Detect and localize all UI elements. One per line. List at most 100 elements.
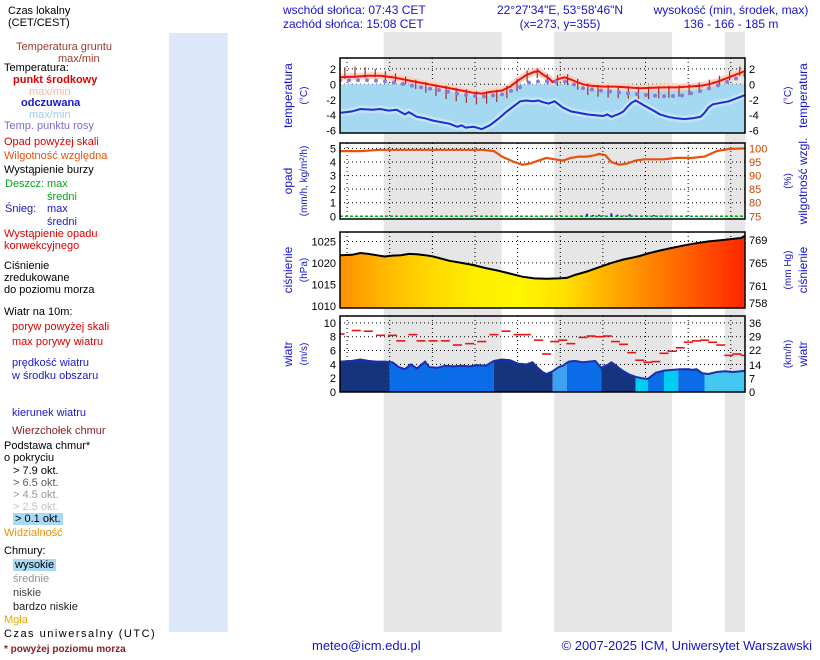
svg-text:ciśnienie: ciśnienie	[281, 246, 295, 293]
svg-text:36: 36	[749, 318, 761, 330]
svg-text:wilgotność wzgl.: wilgotność wzgl.	[796, 138, 810, 226]
svg-text:-6: -6	[326, 126, 336, 138]
svg-text:ciśnienie: ciśnienie	[796, 246, 810, 293]
svg-text:29: 29	[749, 331, 761, 343]
svg-text:4: 4	[330, 157, 336, 169]
legend-wind-direction: kierunek wiatru	[12, 407, 86, 419]
copyright: © 2007-2025 ICM, Uniwersytet Warszawski	[561, 638, 812, 653]
svg-text:-6: -6	[749, 126, 759, 138]
svg-text:2: 2	[330, 64, 336, 76]
legend-okta-25: > 2.5 okt.	[13, 501, 59, 513]
legend-clouds-verylow: bardzo niskie	[13, 601, 78, 613]
svg-text:(°C): (°C)	[783, 87, 794, 105]
legend-snow-mean: średni	[47, 216, 77, 228]
svg-text:765: 765	[749, 258, 767, 270]
sunrise-time: wschód słońca: 07:43 CET	[283, 3, 426, 17]
footnote-above-sea-level: * powyżej poziomu morza	[4, 644, 126, 655]
svg-text:2: 2	[749, 64, 755, 76]
svg-text:3: 3	[330, 171, 336, 183]
svg-text:(km/h): (km/h)	[783, 340, 794, 368]
svg-text:1010: 1010	[312, 301, 336, 313]
legend-okta-01: > 0.1 okt.	[13, 513, 63, 525]
location-coordinates: 22°27'34"E, 53°58'46"N	[496, 3, 624, 17]
legend-fog: Mgła	[4, 614, 28, 626]
legend-local-time: Czas lokalny	[8, 5, 71, 17]
svg-text:-2: -2	[749, 95, 759, 107]
legend-wind-speed-2: w środku obszaru	[12, 370, 99, 382]
legend-precip-above-scale: Opad powyżej skali	[4, 136, 99, 148]
sunset-time: zachód słońca: 15:08 CET	[283, 17, 424, 31]
svg-text:0: 0	[749, 79, 755, 91]
legend-okta-45: > 4.5 okt.	[13, 489, 59, 501]
email-link[interactable]: meteo@icm.edu.pl	[312, 638, 421, 653]
svg-text:14: 14	[749, 360, 761, 372]
legend-pressure-3: do poziomu morza	[4, 284, 95, 296]
svg-text:1: 1	[330, 198, 336, 210]
svg-text:95: 95	[749, 157, 761, 169]
legend-temp-maxmin: max/min	[29, 86, 71, 98]
altitude-values: 136 - 166 - 185 m	[683, 17, 779, 31]
svg-text:(mm Hg): (mm Hg)	[783, 251, 794, 290]
legend-utc-time: Czas uniwersalny (UTC)	[4, 628, 157, 640]
legend-convective-precip-1: Wystąpienie opadu	[4, 228, 98, 240]
svg-text:-4: -4	[749, 110, 759, 122]
legend-dew-point: Temp. punktu rosy	[4, 120, 94, 132]
svg-text:8: 8	[330, 332, 336, 344]
svg-text:80: 80	[749, 198, 761, 210]
svg-text:758: 758	[749, 298, 767, 310]
legend-humidity: Wilgotność względna	[4, 150, 108, 162]
legend-feel-maxmin: max/min	[29, 109, 71, 121]
svg-text:6: 6	[330, 346, 336, 358]
legend-pressure-2: zredukowane	[4, 272, 70, 284]
svg-text:4: 4	[330, 359, 336, 371]
svg-text:5: 5	[330, 143, 336, 155]
legend-temp-midpoint: punkt środkowy	[13, 74, 98, 86]
legend-pressure-1: Ciśnienie	[4, 260, 50, 272]
legend-clouds-low: niskie	[13, 587, 42, 599]
legend-cloud-base-2: o pokryciu	[4, 452, 55, 464]
svg-text:0: 0	[749, 387, 755, 399]
svg-text:100: 100	[749, 143, 767, 155]
svg-text:(mm/h, kg/m²/h): (mm/h, kg/m²/h)	[299, 146, 310, 217]
legend-gust-above-scale: poryw powyżej skali	[12, 321, 110, 333]
legend-clouds: Chmury:	[4, 545, 46, 557]
legend-cloud-top: Wierzchołek chmur	[12, 425, 106, 437]
svg-text:temperatura: temperatura	[281, 63, 295, 128]
svg-text:769: 769	[749, 235, 767, 247]
svg-text:wiatr: wiatr	[281, 341, 295, 367]
svg-text:(%): (%)	[783, 173, 794, 189]
legend-okta-79: > 7.9 okt.	[13, 465, 59, 477]
svg-text:75: 75	[749, 211, 761, 223]
legend-ground-temp: Temperatura gruntu	[16, 41, 112, 53]
legend-temp-feel: odczuwana	[21, 97, 81, 109]
legend-rain-max: max	[47, 178, 68, 190]
svg-text:1020: 1020	[312, 258, 336, 270]
altitude-label: wysokość (min, środek, max)	[653, 3, 809, 17]
svg-text:wiatr: wiatr	[796, 341, 810, 367]
legend-clouds-mid: średnie	[13, 573, 50, 585]
svg-text:-2: -2	[326, 95, 336, 107]
svg-text:10: 10	[324, 318, 336, 330]
legend-rain: Deszcz:	[5, 178, 45, 190]
legend-convective-precip-2: konwekcyjnego	[4, 240, 80, 252]
svg-text:(hPa): (hPa)	[299, 258, 310, 282]
grid-point: (x=273, y=355)	[519, 17, 601, 31]
legend-ground-temp-maxmin: max/min	[58, 53, 100, 65]
svg-text:temperatura: temperatura	[796, 63, 810, 128]
svg-text:(°C): (°C)	[299, 87, 310, 105]
legend-max-gusts: max porywy wiatru	[12, 336, 104, 348]
svg-text:85: 85	[749, 184, 761, 196]
legend-temperature: Temperatura:	[4, 62, 69, 74]
legend-storm: Wystąpienie burzy	[4, 164, 94, 176]
svg-text:2: 2	[330, 373, 336, 385]
svg-text:-4: -4	[326, 110, 336, 122]
svg-text:1025: 1025	[312, 236, 336, 248]
legend-cloud-base-1: Podstawa chmur*	[4, 440, 91, 452]
svg-text:opad: opad	[281, 168, 295, 195]
svg-text:(m/s): (m/s)	[299, 343, 310, 366]
svg-text:0: 0	[330, 211, 336, 223]
legend-okta-65: > 6.5 okt.	[13, 477, 59, 489]
svg-text:761: 761	[749, 281, 767, 293]
